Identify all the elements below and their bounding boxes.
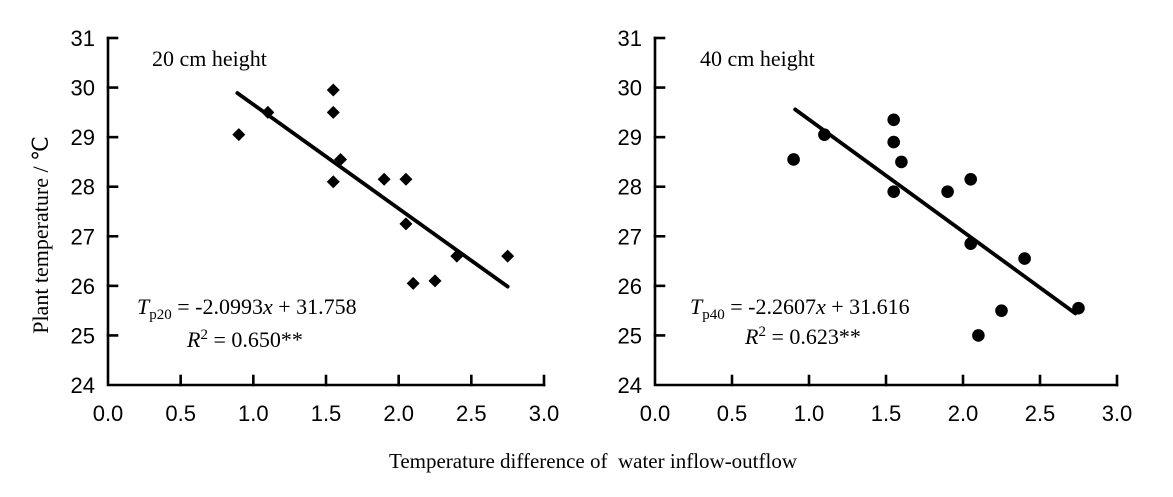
y-tick-label: 30 <box>618 76 642 101</box>
data-point <box>428 274 442 288</box>
x-tick-label: 3.0 <box>529 401 560 426</box>
trend-line <box>235 91 510 289</box>
x-tick-label: 0.0 <box>93 401 124 426</box>
chart-40cm-height: 24 25 26 27 28 29 30 31 0.0 0.5 1.0 1.5 2.0 2.5 3.0 40 … <box>618 26 1133 426</box>
data-point <box>501 249 515 263</box>
data-point <box>232 128 246 142</box>
x-tick-label: 1.0 <box>238 401 269 426</box>
x-tick-label: 2.5 <box>456 401 487 426</box>
data-point <box>326 175 340 189</box>
data-point <box>1072 301 1085 315</box>
trend-line <box>793 107 1078 316</box>
x-tick-label: 3.0 <box>1102 401 1133 426</box>
x-tick-label: 2.0 <box>948 401 979 426</box>
y-tick-label: 31 <box>71 26 95 51</box>
x-tick-label: 0.5 <box>165 401 196 426</box>
data-point <box>406 276 420 290</box>
data-point <box>941 185 954 198</box>
y-tick-label: 24 <box>71 373 95 398</box>
data-point <box>450 249 464 263</box>
y-tick-label: 28 <box>618 175 642 200</box>
regression-equation: Tp40 = -2.2607x + 31.616 <box>690 294 910 323</box>
y-tick-label: 26 <box>71 274 95 299</box>
data-point <box>326 105 340 119</box>
x-tick-label: 0.5 <box>717 401 748 426</box>
y-axis-title: Plant temperature / ℃ <box>28 136 53 334</box>
data-point <box>399 217 413 231</box>
data-point <box>334 152 348 166</box>
data-point <box>887 185 900 198</box>
data-point <box>377 172 391 186</box>
y-tick-label: 29 <box>71 125 95 150</box>
y-tick-label: 25 <box>71 323 95 348</box>
data-point <box>887 135 900 149</box>
data-point <box>787 153 800 166</box>
axis-frame <box>653 36 1119 387</box>
data-point <box>964 237 977 251</box>
data-point <box>887 113 900 127</box>
data-point <box>1018 252 1031 265</box>
y-tick-label: 27 <box>618 224 642 249</box>
data-point <box>995 304 1008 317</box>
y-tick-label: 24 <box>618 373 642 398</box>
data-point <box>326 83 340 97</box>
data-point <box>261 105 275 119</box>
regression-equation: Tp20 = -2.0993x + 31.758 <box>137 294 357 323</box>
y-tick-label: 27 <box>71 224 95 249</box>
data-point <box>818 128 831 141</box>
x-tick-label: 1.5 <box>311 401 342 426</box>
x-tick-label: 1.0 <box>794 401 825 426</box>
x-tick-label: 1.5 <box>871 401 902 426</box>
data-point <box>972 329 985 342</box>
r-squared-label: R2 = 0.650** <box>186 327 303 352</box>
y-tick-label: 28 <box>71 175 95 200</box>
y-tick-label: 26 <box>618 274 642 299</box>
x-tick-label: 0.0 <box>640 401 671 426</box>
axis-frame <box>106 36 546 387</box>
data-point <box>964 172 977 186</box>
y-tick-label: 25 <box>618 323 642 348</box>
chart-20cm-height: 24 25 26 27 28 29 30 31 0.0 0.5 1.0 1.5 2.0 2.5 3.0 20 … <box>71 26 560 426</box>
y-tick-label: 29 <box>618 125 642 150</box>
x-tick-label: 2.5 <box>1025 401 1056 426</box>
chart-title: 20 cm height <box>152 46 267 71</box>
x-tick-label: 2.0 <box>383 401 414 426</box>
data-point <box>399 172 413 186</box>
data-point <box>895 155 908 169</box>
y-tick-label: 30 <box>71 76 95 101</box>
r-squared-label: R2 = 0.623** <box>744 324 861 349</box>
chart-title: 40 cm height <box>700 46 815 71</box>
x-axis-title: Temperature difference of water inflow-o… <box>389 449 798 473</box>
y-tick-label: 31 <box>618 26 642 51</box>
